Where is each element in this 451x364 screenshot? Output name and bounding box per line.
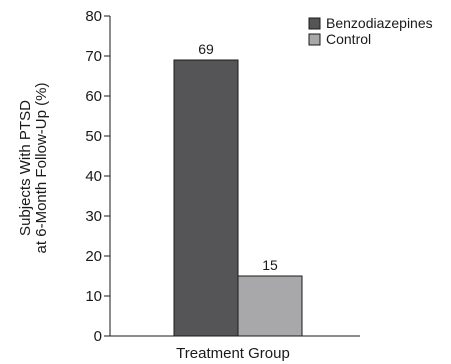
y-tick-label: 30: [85, 208, 102, 225]
y-tick-label: 40: [85, 168, 102, 185]
data-label-control: 15: [262, 257, 278, 273]
legend-swatch-benzodiazepines: [308, 17, 321, 30]
y-tick-label: 50: [85, 128, 102, 145]
y-axis-title-line-1: Subjects With PTSD: [17, 100, 34, 236]
y-axis-title: Subjects With PTSD at 6-Month Follow-Up …: [17, 83, 50, 254]
y-ticks: 0 10 20 30 40 50 60 70 80: [85, 8, 110, 345]
y-tick-label: 70: [85, 48, 102, 65]
x-axis-title: Treatment Group: [176, 345, 290, 362]
legend-label-benzodiazepines: Benzodiazepines: [326, 15, 433, 31]
legend-swatch-control: [308, 33, 321, 46]
y-tick-label: 60: [85, 88, 102, 105]
y-tick-label: 20: [85, 248, 102, 265]
data-labels: 69 15: [198, 41, 278, 273]
y-axis-title-line-2: at 6-Month Follow-Up (%): [33, 83, 50, 254]
bar-benzodiazepines: [173, 59, 239, 337]
data-label-benzodiazepines: 69: [198, 41, 214, 57]
y-tick-label: 0: [94, 328, 102, 345]
legend-label-control: Control: [326, 31, 371, 47]
bar-control: [237, 275, 303, 337]
y-tick-label: 10: [85, 288, 102, 305]
bars: [173, 59, 303, 337]
y-tick-label: 80: [85, 8, 102, 25]
